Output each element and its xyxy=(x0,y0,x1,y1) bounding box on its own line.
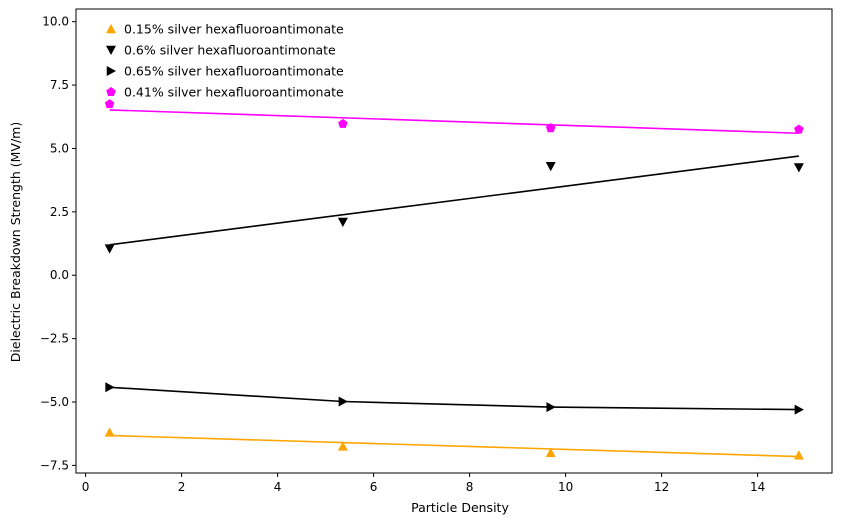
x-tick-label-5: 10 xyxy=(558,480,573,494)
y-tick-label-6: 7.5 xyxy=(50,78,69,92)
y-tick-label-4: 2.5 xyxy=(50,205,69,219)
data-point-2-2 xyxy=(546,402,556,413)
data-point-2-3 xyxy=(794,404,804,415)
series-3 xyxy=(104,99,804,135)
legend-marker-2 xyxy=(106,66,116,76)
y-tick-label-5: 5.0 xyxy=(50,141,69,155)
legend-marker-0 xyxy=(106,24,116,34)
fit-line-1 xyxy=(109,155,799,246)
y-tick-label-1: −5.0 xyxy=(40,395,69,409)
series-0 xyxy=(104,427,804,460)
axes: 0 2 4 6 8 10 12 14 −7.5 −5.0 −2.5 0.0 2.5 5.0 7.5 10.0 xyxy=(40,8,833,494)
data-point-1-0 xyxy=(104,244,115,254)
data-point-0-0 xyxy=(104,427,115,437)
legend-label-1: 0.6% silver hexafluoroantimonate xyxy=(124,43,336,58)
x-tick-label-6: 12 xyxy=(654,480,669,494)
y-axis-label: Dielectric Breakdown Strength (MV/m) xyxy=(8,122,23,362)
axes-frame xyxy=(75,8,833,474)
data-point-0-1 xyxy=(337,441,348,451)
data-point-1-1 xyxy=(337,217,348,227)
legend-label-3: 0.41% silver hexafluoroantimonate xyxy=(124,85,344,100)
x-tick-label-2: 4 xyxy=(274,480,282,494)
y-tick-label-2: −2.5 xyxy=(40,332,69,346)
x-tick-label-4: 8 xyxy=(466,480,474,494)
data-point-3-1 xyxy=(338,118,348,128)
fit-line-3 xyxy=(109,109,799,135)
series-1 xyxy=(104,155,804,254)
plot-area xyxy=(104,99,804,460)
legend-label-0: 0.15% silver hexafluoroantimonate xyxy=(124,22,344,37)
data-point-1-2 xyxy=(545,161,556,172)
data-point-1-3 xyxy=(793,163,804,173)
data-point-0-3 xyxy=(793,450,804,460)
series-2 xyxy=(105,382,804,415)
x-tick-label-1: 2 xyxy=(178,480,186,494)
data-point-3-0 xyxy=(104,99,115,109)
y-tick-label-0: −7.5 xyxy=(40,458,69,472)
legend-label-2: 0.65% silver hexafluoroantimonate xyxy=(124,64,344,79)
data-point-2-0 xyxy=(105,382,115,393)
x-tick-label-0: 0 xyxy=(82,480,90,494)
x-axis-label: Particle Density xyxy=(411,500,509,515)
data-point-2-1 xyxy=(338,396,348,407)
legend-marker-1 xyxy=(106,45,116,55)
fit-line-0 xyxy=(109,434,799,458)
y-tick-label-3: 0.0 xyxy=(50,268,69,282)
legend-marker-3 xyxy=(106,87,116,97)
x-tick-label-7: 14 xyxy=(750,480,765,494)
x-tick-label-3: 6 xyxy=(370,480,378,494)
data-point-3-3 xyxy=(794,124,804,134)
data-point-3-2 xyxy=(545,123,556,133)
legend: 0.15% silver hexafluoroantimonate 0.6% si… xyxy=(106,22,344,100)
y-tick-label-7: 10.0 xyxy=(42,15,69,29)
fit-line-2 xyxy=(109,386,799,411)
data-point-0-2 xyxy=(545,447,556,457)
